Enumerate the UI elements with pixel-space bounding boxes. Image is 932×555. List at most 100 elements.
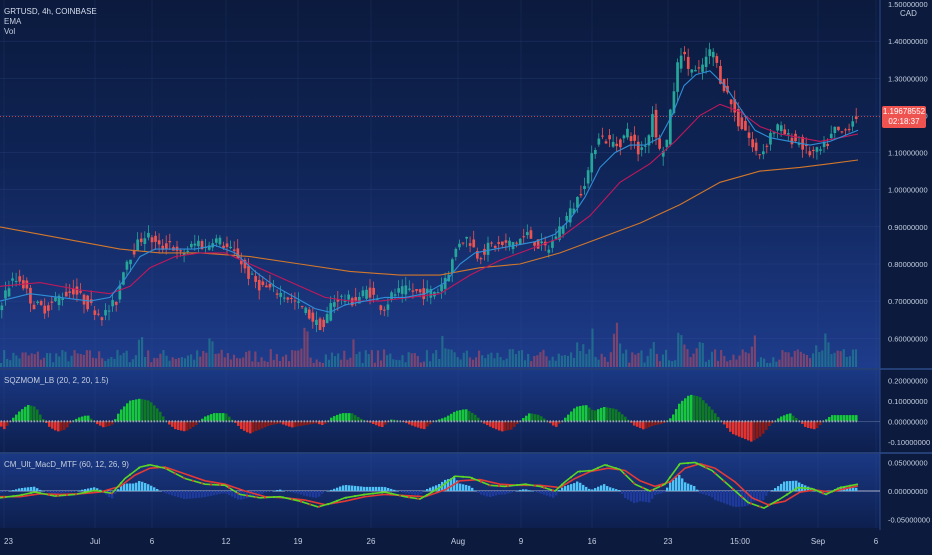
momentum-bar (330, 417, 333, 422)
macd-histogram-bar (150, 485, 153, 491)
squeeze-momentum-legend[interactable]: SQZMOM_LB (20, 2, 20, 1.5) (4, 376, 109, 385)
momentum-tick-label: 0.20000000 (888, 376, 928, 385)
squeeze-dot (300, 420, 302, 423)
macd-histogram-bar (213, 491, 216, 496)
macd-histogram-bar (54, 491, 57, 495)
squeeze-dot (12, 420, 14, 423)
momentum-bar (456, 410, 459, 422)
volume-bar (603, 357, 606, 367)
macd-histogram-bar (192, 491, 195, 499)
candle-body (740, 117, 744, 129)
squeeze-dot (330, 420, 332, 423)
macd-histogram-bar (672, 479, 675, 491)
momentum-bar (57, 421, 60, 432)
macd-cross-dot (101, 490, 105, 493)
volume-bar (208, 338, 211, 367)
macd-histogram-bar (588, 488, 591, 491)
macd-histogram-bar (591, 489, 594, 491)
momentum-bar (105, 421, 108, 427)
ema-legend-label[interactable]: EMA (4, 17, 22, 26)
squeeze-dot (216, 420, 218, 423)
candle-body (43, 305, 47, 314)
candle-body (79, 291, 82, 293)
macd-histogram-bar (357, 486, 360, 491)
momentum-bar (0, 421, 3, 427)
momentum-bar (693, 395, 696, 422)
volume-bar (18, 358, 21, 367)
momentum-bar (618, 411, 621, 422)
candle-body (776, 124, 779, 131)
momentum-bar (222, 413, 225, 422)
macd-histogram-bar (186, 491, 189, 499)
symbol-title[interactable]: GRTUSD, 4h, COINBASE (4, 7, 97, 16)
macd-histogram-bar (480, 491, 483, 495)
macd-histogram-bar (570, 484, 573, 491)
candle-body (476, 251, 479, 259)
candle-body (504, 240, 508, 243)
volume-bar (386, 355, 389, 367)
squeeze-dot (345, 420, 347, 423)
macd-histogram-bar (522, 489, 525, 491)
candle-body (565, 216, 569, 221)
momentum-bar (315, 421, 318, 424)
squeeze-dot (516, 420, 518, 423)
volume-bar (392, 359, 395, 367)
macd-cross-dot (155, 465, 159, 468)
macd-cross-dot (704, 466, 708, 469)
momentum-bar (294, 421, 297, 427)
squeeze-dot (717, 420, 719, 423)
candle-body (325, 314, 329, 324)
momentum-bar (261, 421, 264, 429)
macd-histogram-bar (303, 491, 306, 496)
momentum-bar (30, 405, 33, 422)
macd-histogram-bar (294, 491, 297, 494)
momentum-bar (825, 419, 828, 422)
macd-histogram-bar (99, 489, 102, 491)
macd-histogram-bar (117, 489, 120, 491)
momentum-bar (654, 421, 657, 426)
macd-cross-dot (650, 489, 654, 492)
volume-bar (661, 354, 665, 367)
squeeze-dot (360, 420, 362, 423)
macd-histogram-bar (63, 491, 66, 493)
macd-histogram-bar (3, 491, 6, 492)
volume-bar (125, 350, 128, 367)
squeeze-dot (582, 420, 584, 423)
macd-histogram-bar (78, 490, 81, 491)
macd-legend[interactable]: CM_Ult_MacD_MTF (60, 12, 26, 9) (4, 460, 129, 469)
macd-cross-dot (470, 477, 474, 480)
macd-cross-dot (524, 483, 528, 486)
macd-histogram-bar (594, 488, 597, 491)
momentum-bar (678, 403, 681, 422)
squeeze-dot (714, 420, 716, 423)
squeeze-dot (591, 420, 593, 423)
candle-body (282, 297, 286, 299)
candle-body (125, 261, 129, 270)
momentum-bar (354, 415, 357, 422)
volume-bar (67, 361, 70, 367)
volume-bar (689, 357, 692, 367)
candle-body (415, 289, 418, 291)
volume-bar (560, 355, 563, 367)
squeeze-dot (600, 420, 602, 423)
macd-histogram-bar (444, 479, 447, 491)
momentum-bar (207, 415, 210, 422)
volume-bar (631, 352, 634, 367)
momentum-bar (453, 411, 456, 422)
squeeze-dot (78, 420, 80, 423)
volume-bar (517, 350, 521, 367)
candle-body (297, 301, 300, 303)
momentum-bar (597, 409, 600, 422)
momentum-bar (660, 421, 663, 424)
macd-cross-dot (641, 486, 645, 489)
vol-legend-label[interactable]: Vol (4, 27, 16, 36)
candle-body (611, 142, 615, 147)
candle-body (179, 250, 182, 252)
macd-histogram-bar (387, 488, 390, 491)
macd-histogram-bar (567, 485, 570, 491)
macd-histogram-bar (156, 489, 159, 491)
volume-bar (55, 353, 58, 367)
momentum-bar (750, 421, 753, 442)
